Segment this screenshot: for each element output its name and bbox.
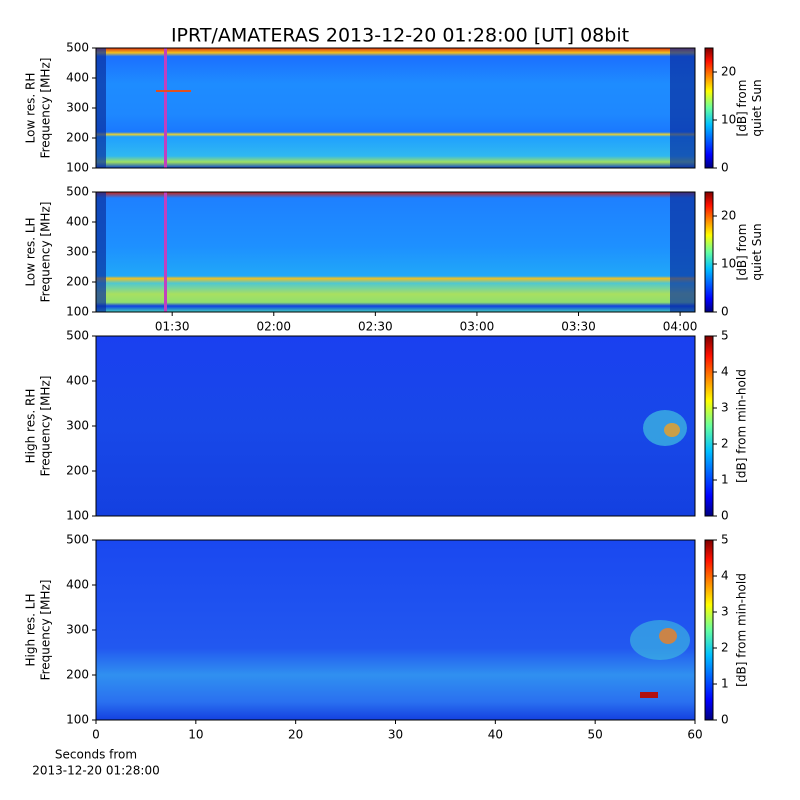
y-tick-label: 100 (66, 509, 89, 523)
x-tick-label: 50 (588, 728, 603, 742)
x-tick-label: 20 (288, 728, 303, 742)
y-tick-label: 100 (66, 305, 89, 319)
spectrogram-image (96, 48, 695, 720)
x-axis-label: 2013-12-20 01:28:00 (32, 764, 159, 778)
colorbar-tick-label: 4 (721, 365, 729, 379)
colorbar-tick-label: 0 (721, 713, 729, 727)
y-tick-label: 400 (66, 215, 89, 229)
y-axis-label: Frequency [MHz] (39, 58, 53, 159)
y-tick-label: 200 (66, 131, 89, 145)
x-tick-label: 01:30 (155, 320, 190, 334)
y-axis-label: High res. RH (24, 389, 38, 464)
y-axis-label: Frequency [MHz] (39, 580, 53, 681)
y-axis-label: Frequency [MHz] (39, 376, 53, 477)
x-tick-label: 40 (488, 728, 503, 742)
x-tick-label: 03:30 (561, 320, 596, 334)
colorbar-label: quiet Sun (750, 223, 764, 280)
colorbar-tick-label: 10 (721, 257, 736, 271)
colorbar-tick-label: 2 (721, 437, 729, 451)
y-tick-label: 200 (66, 275, 89, 289)
colorbar-tick-label: 3 (721, 605, 729, 619)
y-axis-label: Low res. LH (24, 217, 38, 286)
colorbar-tick-label: 10 (721, 113, 736, 127)
y-tick-label: 500 (66, 533, 89, 547)
x-tick-label: 60 (687, 728, 702, 742)
colorbar-tick-label: 1 (721, 473, 729, 487)
y-axis-label: Frequency [MHz] (39, 202, 53, 303)
colorbar-tick-label: 0 (721, 509, 729, 523)
colorbar-tick-label: 5 (721, 329, 729, 343)
colorbar-tick-label: 5 (721, 533, 729, 547)
colorbar-tick-label: 20 (721, 65, 736, 79)
colorbar-tick-label: 0 (721, 305, 729, 319)
x-tick-label: 0 (92, 728, 100, 742)
colorbar-label: [dB] from min-hold (735, 573, 749, 687)
y-tick-label: 100 (66, 713, 89, 727)
x-axis-label: Seconds from (55, 748, 137, 762)
y-tick-label: 100 (66, 161, 89, 175)
x-tick-label: 02:30 (358, 320, 393, 334)
x-tick-label: 10 (188, 728, 203, 742)
colorbar-label: [dB] from min-hold (735, 369, 749, 483)
y-tick-label: 300 (66, 245, 89, 259)
colorbar-tick-label: 3 (721, 401, 729, 415)
y-tick-label: 400 (66, 374, 89, 388)
colorbar-tick-label: 0 (721, 161, 729, 175)
colorbar (704, 539, 714, 721)
colorbar-label: [dB] from (735, 224, 749, 281)
chart-title: IPRT/AMATERAS 2013-12-20 01:28:00 [UT] 0… (171, 25, 629, 47)
y-axis-label: High res. LH (24, 593, 38, 666)
colorbar (704, 47, 714, 169)
y-tick-label: 500 (66, 185, 89, 199)
colorbar (704, 335, 714, 517)
y-tick-label: 300 (66, 419, 89, 433)
y-tick-label: 500 (66, 41, 89, 55)
x-tick-label: 30 (388, 728, 403, 742)
colorbar-label: quiet Sun (750, 79, 764, 136)
colorbar (704, 191, 714, 313)
y-tick-label: 300 (66, 101, 89, 115)
colorbar-tick-label: 20 (721, 209, 736, 223)
y-tick-label: 200 (66, 464, 89, 478)
colorbar-tick-label: 2 (721, 641, 729, 655)
y-tick-label: 400 (66, 71, 89, 85)
y-tick-label: 300 (66, 623, 89, 637)
colorbar-tick-label: 1 (721, 677, 729, 691)
x-tick-label: 02:00 (256, 320, 291, 334)
y-tick-label: 500 (66, 329, 89, 343)
y-tick-label: 400 (66, 578, 89, 592)
x-tick-label: 03:00 (460, 320, 495, 334)
x-tick-label: 04:00 (663, 320, 698, 334)
colorbar-tick-label: 4 (721, 569, 729, 583)
colorbar-label: [dB] from (735, 80, 749, 137)
y-tick-label: 200 (66, 668, 89, 682)
y-axis-label: Low res. RH (24, 73, 38, 144)
